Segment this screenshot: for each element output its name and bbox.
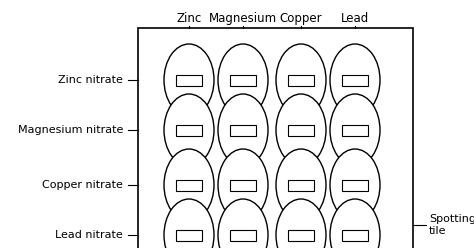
Ellipse shape: [218, 44, 268, 116]
Bar: [288, 229, 314, 241]
Bar: [342, 74, 368, 86]
Ellipse shape: [218, 94, 268, 166]
Bar: [176, 180, 202, 190]
Text: Magnesium nitrate: Magnesium nitrate: [18, 125, 123, 135]
Bar: [288, 124, 314, 135]
Ellipse shape: [164, 149, 214, 221]
Bar: [176, 74, 202, 86]
Ellipse shape: [276, 44, 326, 116]
Ellipse shape: [164, 199, 214, 248]
Ellipse shape: [218, 149, 268, 221]
Bar: [138, 28, 413, 248]
Bar: [288, 74, 314, 86]
Text: Copper: Copper: [280, 12, 322, 25]
Ellipse shape: [164, 94, 214, 166]
Ellipse shape: [276, 149, 326, 221]
Bar: [342, 124, 368, 135]
Text: Lead nitrate: Lead nitrate: [55, 230, 123, 240]
Bar: [230, 74, 256, 86]
Ellipse shape: [330, 149, 380, 221]
Bar: [230, 124, 256, 135]
Ellipse shape: [218, 199, 268, 248]
Text: Spotting
tile: Spotting tile: [429, 214, 474, 236]
Ellipse shape: [276, 94, 326, 166]
Bar: [176, 124, 202, 135]
Bar: [288, 180, 314, 190]
Bar: [342, 229, 368, 241]
Ellipse shape: [330, 199, 380, 248]
Bar: [230, 229, 256, 241]
Ellipse shape: [330, 94, 380, 166]
Text: Zinc: Zinc: [176, 12, 201, 25]
Text: Copper nitrate: Copper nitrate: [42, 180, 123, 190]
Text: Zinc nitrate: Zinc nitrate: [58, 75, 123, 85]
Text: Magnesium: Magnesium: [209, 12, 277, 25]
Bar: [176, 229, 202, 241]
Text: Lead: Lead: [341, 12, 369, 25]
Bar: [230, 180, 256, 190]
Ellipse shape: [276, 199, 326, 248]
Ellipse shape: [164, 44, 214, 116]
Bar: [342, 180, 368, 190]
Ellipse shape: [330, 44, 380, 116]
